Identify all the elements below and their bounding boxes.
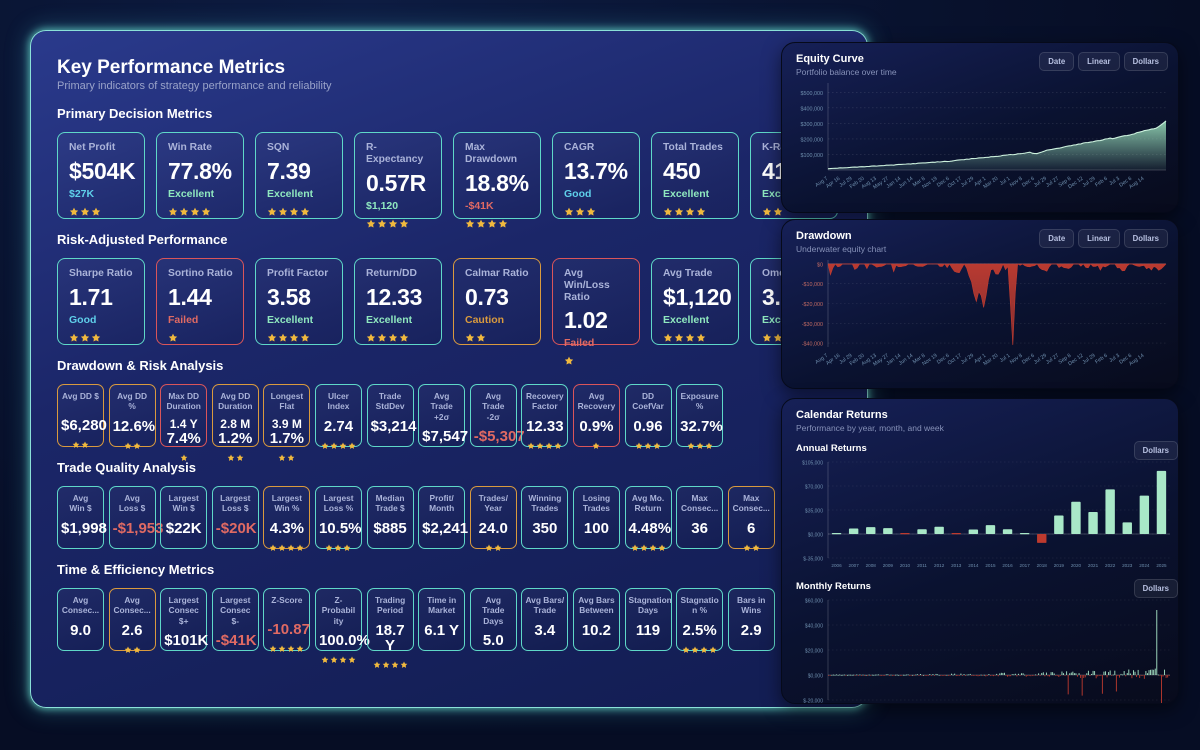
svg-text:-$30,000: -$30,000 [802,322,823,328]
svg-text:2017: 2017 [1020,563,1031,568]
svg-text:$60,000: $60,000 [805,598,823,604]
svg-text:2020: 2020 [1071,563,1082,568]
svg-text:Nov 8: Nov 8 [1009,353,1024,366]
svg-text:$105,000: $105,000 [802,460,823,466]
svg-text:2010: 2010 [900,563,911,568]
svg-text:2025: 2025 [1156,563,1167,568]
svg-text:$20,000: $20,000 [805,648,823,654]
svg-text:$0,000: $0,000 [808,532,824,538]
svg-text:2022: 2022 [1105,563,1116,568]
svg-text:2007: 2007 [849,563,860,568]
svg-text:$40,000: $40,000 [805,623,823,629]
svg-text:2008: 2008 [866,563,877,568]
svg-text:Dec 6: Dec 6 [1021,176,1036,189]
svg-text:$300,000: $300,000 [801,122,823,128]
svg-text:2021: 2021 [1088,563,1099,568]
svg-text:$-20,000: $-20,000 [803,698,823,704]
svg-text:2013: 2013 [951,563,962,568]
svg-text:-$20,000: -$20,000 [802,302,823,308]
svg-text:Feb 6: Feb 6 [1094,176,1109,189]
svg-text:2024: 2024 [1139,563,1150,568]
svg-text:2015: 2015 [985,563,996,568]
svg-text:$500,000: $500,000 [801,91,823,97]
svg-text:Feb 6: Feb 6 [1094,353,1109,366]
svg-text:-$40,000: -$40,000 [802,342,823,348]
svg-text:2009: 2009 [883,563,894,568]
svg-text:$70,000: $70,000 [805,484,823,490]
svg-text:2012: 2012 [934,563,945,568]
svg-text:$35,000: $35,000 [805,508,823,514]
svg-text:2019: 2019 [1054,563,1065,568]
svg-text:$200,000: $200,000 [801,137,823,143]
svg-text:Nov 8: Nov 8 [1009,176,1024,189]
svg-text:$100,000: $100,000 [801,153,823,159]
svg-text:2014: 2014 [968,563,979,568]
svg-text:$400,000: $400,000 [801,106,823,112]
svg-text:2016: 2016 [1002,563,1013,568]
svg-text:$0,000: $0,000 [808,673,824,679]
svg-text:-$10,000: -$10,000 [802,282,823,288]
svg-text:2006: 2006 [831,563,842,568]
svg-text:2011: 2011 [917,563,927,568]
svg-text:2018: 2018 [1037,563,1048,568]
svg-text:$-35,000: $-35,000 [803,556,823,562]
svg-text:2023: 2023 [1122,563,1133,568]
svg-text:Dec 6: Dec 6 [1021,353,1036,366]
svg-text:$0: $0 [817,262,823,268]
